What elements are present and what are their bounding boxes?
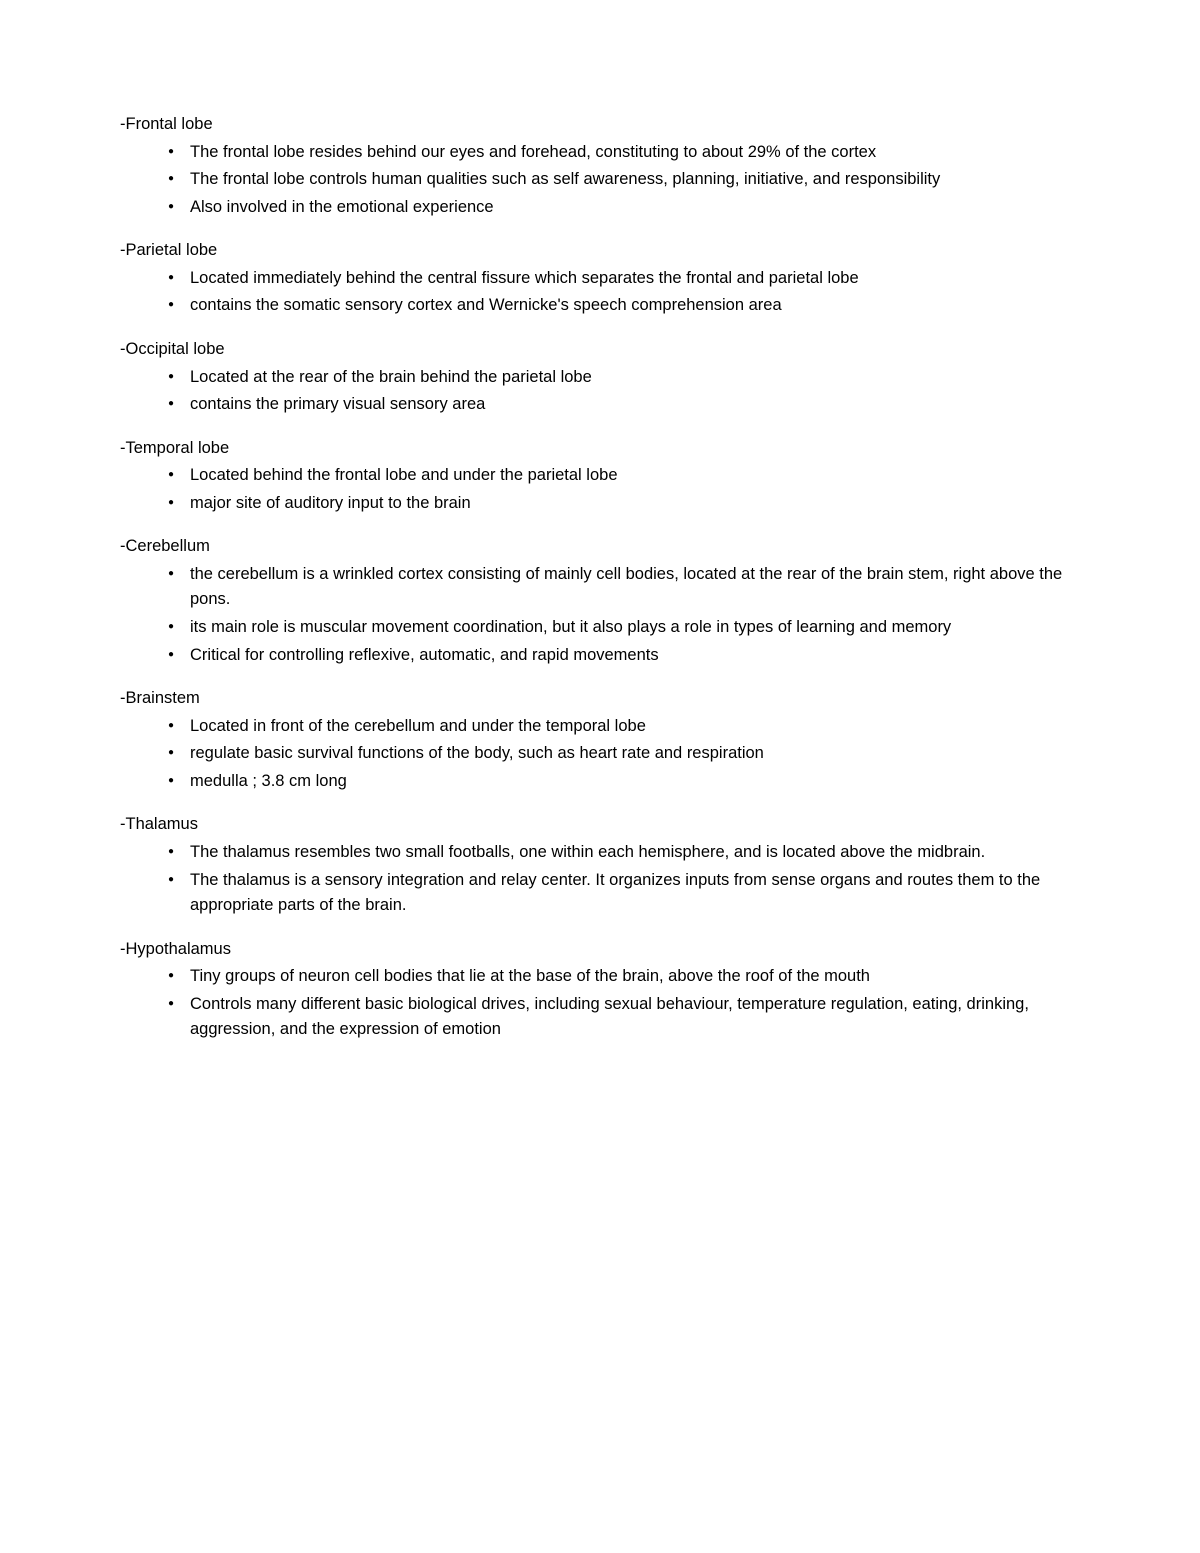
bullet-item: Also involved in the emotional experienc… <box>168 195 1080 221</box>
bullet-list: Located in front of the cerebellum and u… <box>120 714 1080 795</box>
bullet-list: Located immediately behind the central f… <box>120 266 1080 319</box>
bullet-list: The frontal lobe resides behind our eyes… <box>120 140 1080 221</box>
section-heading: -Frontal lobe <box>120 112 1080 138</box>
section-heading: -Brainstem <box>120 686 1080 712</box>
bullet-item: contains the somatic sensory cortex and … <box>168 293 1080 319</box>
bullet-list: Tiny groups of neuron cell bodies that l… <box>120 964 1080 1043</box>
bullet-item: Located in front of the cerebellum and u… <box>168 714 1080 740</box>
section-heading: -Cerebellum <box>120 534 1080 560</box>
bullet-list: The thalamus resembles two small footbal… <box>120 840 1080 919</box>
bullet-item: The thalamus resembles two small footbal… <box>168 840 1080 866</box>
bullet-item: regulate basic survival functions of the… <box>168 741 1080 767</box>
bullet-item: medulla ; 3.8 cm long <box>168 769 1080 795</box>
bullet-item: The frontal lobe resides behind our eyes… <box>168 140 1080 166</box>
bullet-item: Located immediately behind the central f… <box>168 266 1080 292</box>
bullet-list: the cerebellum is a wrinkled cortex cons… <box>120 562 1080 668</box>
section-heading: -Temporal lobe <box>120 436 1080 462</box>
bullet-item: Tiny groups of neuron cell bodies that l… <box>168 964 1080 990</box>
section-heading: -Hypothalamus <box>120 937 1080 963</box>
bullet-item: Critical for controlling reflexive, auto… <box>168 643 1080 669</box>
bullet-item: Located behind the frontal lobe and unde… <box>168 463 1080 489</box>
bullet-list: Located at the rear of the brain behind … <box>120 365 1080 418</box>
bullet-list: Located behind the frontal lobe and unde… <box>120 463 1080 516</box>
bullet-item: Located at the rear of the brain behind … <box>168 365 1080 391</box>
bullet-item: its main role is muscular movement coord… <box>168 615 1080 641</box>
bullet-item: contains the primary visual sensory area <box>168 392 1080 418</box>
section-heading: -Thalamus <box>120 812 1080 838</box>
document-body: -Frontal lobeThe frontal lobe resides be… <box>120 112 1080 1043</box>
bullet-item: Controls many different basic biological… <box>168 992 1080 1043</box>
bullet-item: major site of auditory input to the brai… <box>168 491 1080 517</box>
bullet-item: The frontal lobe controls human qualitie… <box>168 167 1080 193</box>
section-heading: -Occipital lobe <box>120 337 1080 363</box>
section-heading: -Parietal lobe <box>120 238 1080 264</box>
bullet-item: The thalamus is a sensory integration an… <box>168 868 1080 919</box>
bullet-item: the cerebellum is a wrinkled cortex cons… <box>168 562 1080 613</box>
